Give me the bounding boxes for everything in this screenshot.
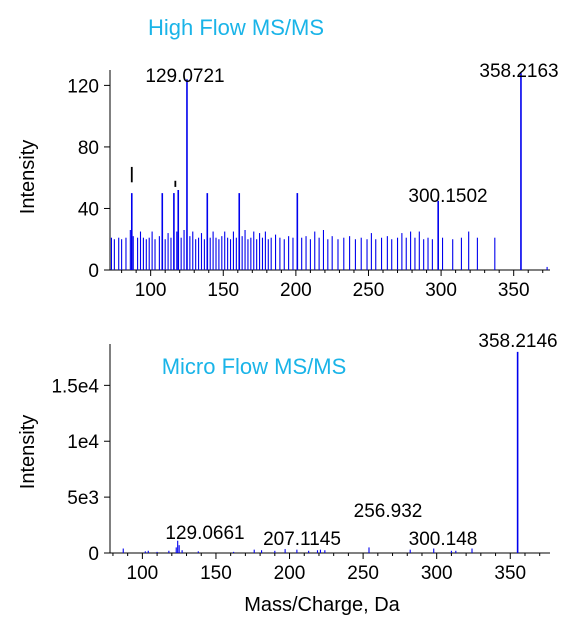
chart2-plot: 100 150 200 250 300 350 0 5e3 1e4 1.5e4 358.2146 12… <box>51 331 557 584</box>
chart1-x-tick-label: 350 <box>498 280 530 301</box>
chart2-y-tick-label: 1.5e4 <box>51 376 99 397</box>
chart1-y-tick-label: 120 <box>67 76 99 97</box>
chart1-y-tick-label: 40 <box>78 199 99 220</box>
chart1-title: High Flow MS/MS <box>148 15 324 40</box>
chart2-x-tick-label: 250 <box>347 563 379 584</box>
chart1-peak-annotation: 129.0721 <box>145 66 224 87</box>
chart2-peak-annotation: 129.0661 <box>165 523 244 544</box>
chart1-x-tick-label: 200 <box>280 280 312 301</box>
chart2-x-tick-label: 300 <box>421 563 453 584</box>
chart2-x-tick-label: 100 <box>127 563 159 584</box>
chart1-y-tick-label: 0 <box>88 261 99 282</box>
chart2-y-tick-label: 1e4 <box>67 432 99 453</box>
chart2-ylabel: Intensity <box>17 415 39 489</box>
chart1-x-tick-label: 100 <box>135 280 167 301</box>
chart1-peak-annotation: 300.1502 <box>408 186 487 207</box>
chart2-x-tick-label: 200 <box>274 563 306 584</box>
chart1-x-tick-label: 300 <box>425 280 457 301</box>
chart2-y-tick-label: 0 <box>88 544 99 565</box>
chart2-peak-annotation: 358.2146 <box>478 331 557 352</box>
chart1-x-tick-label: 150 <box>207 280 239 301</box>
chart2-x-tick-label: 350 <box>494 563 526 584</box>
chart1-x-tick-label: 250 <box>353 280 385 301</box>
chart2-peak-annotation: 207.1145 <box>263 529 341 550</box>
chart1-peak-annotation: 358.2163 <box>479 61 558 82</box>
chart2-peak-annotation: 300.148 <box>409 529 478 550</box>
chart2-peak-annotation: 256.932 <box>354 501 423 522</box>
chart1-ylabel: Intensity <box>17 140 39 214</box>
chart1-plot: 100 150 200 250 300 350 0 40 80 120 129.0721 358.21… <box>67 61 558 301</box>
chart2-title: Micro Flow MS/MS <box>162 354 347 379</box>
chart2-y-tick-label: 5e3 <box>67 488 99 509</box>
chart2-x-tick-label: 150 <box>200 563 232 584</box>
chart2-xlabel: Mass/Charge, Da <box>244 594 400 616</box>
chart1-y-tick-label: 80 <box>78 138 99 159</box>
